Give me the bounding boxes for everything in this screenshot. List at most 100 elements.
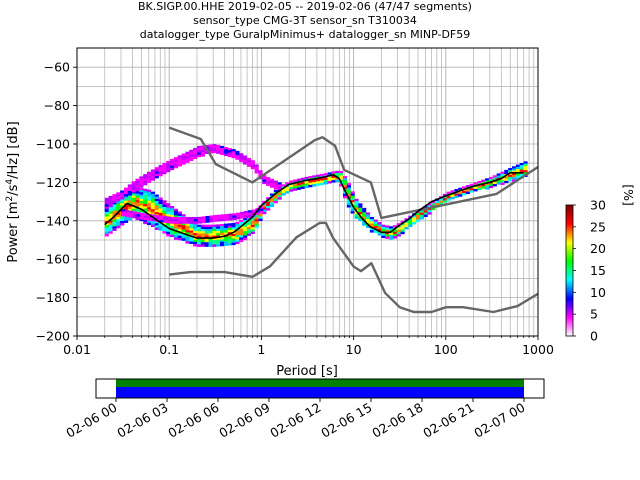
histogram-cell bbox=[170, 158, 175, 162]
histogram-cell bbox=[465, 191, 471, 195]
histogram-cell bbox=[131, 185, 136, 188]
histogram-cell bbox=[438, 202, 444, 206]
histogram-cell bbox=[354, 216, 359, 219]
histogram-cell bbox=[112, 226, 117, 229]
histogram-cell bbox=[212, 150, 217, 154]
histogram-cell bbox=[227, 154, 232, 158]
histogram-cell bbox=[185, 158, 190, 161]
histogram-cell bbox=[147, 173, 152, 177]
histogram-cell bbox=[239, 233, 244, 236]
histogram-cell bbox=[346, 194, 351, 197]
histogram-cell bbox=[116, 201, 121, 205]
histogram-cell bbox=[144, 217, 149, 221]
histogram-cell bbox=[300, 186, 305, 189]
histogram-cell bbox=[196, 145, 202, 149]
histogram-cell bbox=[392, 229, 398, 232]
histogram-cell bbox=[162, 228, 167, 232]
histogram-cell bbox=[150, 209, 155, 212]
histogram-cell bbox=[262, 177, 267, 180]
histogram-cell bbox=[438, 198, 444, 201]
histogram-cell bbox=[243, 159, 248, 163]
histogram-cell bbox=[104, 227, 109, 230]
histogram-cell bbox=[319, 182, 325, 186]
histogram-cell bbox=[400, 222, 405, 226]
histogram-cell bbox=[266, 176, 271, 180]
histogram-cell bbox=[269, 185, 275, 188]
histogram-cell bbox=[350, 202, 355, 205]
histogram-cell bbox=[262, 207, 267, 210]
histogram-cell bbox=[277, 192, 282, 196]
histogram-cell bbox=[159, 215, 164, 219]
histogram-cell bbox=[116, 225, 121, 229]
histogram-cell bbox=[120, 205, 125, 208]
histogram-cell bbox=[147, 196, 152, 199]
histogram-cell bbox=[396, 231, 401, 235]
histogram-cell bbox=[381, 233, 386, 236]
histogram-cell bbox=[174, 221, 179, 224]
histogram-cell bbox=[189, 230, 194, 233]
histogram-cell bbox=[266, 203, 271, 207]
histogram-cell bbox=[235, 237, 240, 240]
histogram-cell bbox=[217, 219, 222, 222]
histogram-cell bbox=[131, 208, 136, 212]
histogram-cell bbox=[377, 228, 382, 232]
histogram-cell bbox=[427, 203, 432, 206]
histogram-cell bbox=[243, 213, 249, 216]
histogram-cell bbox=[147, 202, 152, 206]
histogram-cell bbox=[423, 205, 428, 209]
histogram-cell bbox=[204, 151, 209, 155]
histogram-cell bbox=[173, 232, 179, 236]
histogram-cell bbox=[231, 236, 236, 239]
histogram-cell bbox=[163, 216, 168, 219]
histogram-cell bbox=[246, 160, 252, 163]
histogram-cell bbox=[235, 226, 240, 229]
histogram-cell bbox=[154, 205, 159, 208]
histogram-cell bbox=[131, 202, 136, 205]
histogram-cell bbox=[285, 191, 290, 194]
histogram-cell bbox=[162, 226, 167, 230]
histogram-cell bbox=[154, 169, 159, 172]
histogram-cell bbox=[216, 226, 221, 229]
histogram-cell bbox=[369, 221, 374, 224]
histogram-cell bbox=[442, 198, 447, 201]
histogram-cell bbox=[201, 218, 206, 222]
histogram-cell bbox=[128, 215, 133, 218]
histogram-cell bbox=[213, 219, 218, 222]
histogram-cell bbox=[166, 203, 171, 206]
histogram-cell bbox=[143, 182, 148, 186]
histogram-cell bbox=[519, 169, 524, 173]
histogram-cell bbox=[189, 237, 194, 240]
histogram-cell bbox=[143, 190, 148, 194]
histogram-cell bbox=[112, 219, 117, 223]
histogram-cell bbox=[511, 177, 517, 180]
histogram-cell bbox=[258, 216, 263, 219]
histogram-cell bbox=[519, 174, 524, 177]
histogram-cell bbox=[458, 187, 463, 191]
histogram-cell bbox=[212, 242, 217, 245]
histogram-cell bbox=[181, 236, 186, 239]
histogram-cell bbox=[362, 221, 367, 224]
histogram-cell bbox=[162, 213, 167, 216]
histogram-cell bbox=[173, 215, 179, 218]
histogram-cell bbox=[235, 150, 240, 154]
histogram-cell bbox=[147, 176, 152, 179]
histogram-cell bbox=[166, 167, 171, 170]
histogram-cell bbox=[239, 159, 244, 163]
histogram-cell bbox=[151, 214, 156, 217]
histogram-cell bbox=[136, 212, 141, 215]
histogram-cell bbox=[177, 155, 182, 158]
histogram-cell bbox=[116, 223, 121, 227]
histogram-cell bbox=[177, 233, 182, 236]
time-tick-label: 02-07 00 bbox=[471, 400, 527, 441]
x-tick-label: 1 bbox=[257, 342, 265, 357]
histogram-cell bbox=[262, 211, 267, 215]
y-tick-label: −120 bbox=[36, 175, 70, 190]
histogram-cell bbox=[415, 219, 421, 222]
histogram-cell bbox=[231, 233, 236, 237]
histogram-cell bbox=[243, 220, 248, 223]
histogram-cell bbox=[316, 181, 321, 184]
colorbar-label: [%] bbox=[621, 184, 636, 206]
histogram-cell bbox=[236, 212, 241, 215]
histogram-cell bbox=[273, 198, 278, 202]
histogram-cell bbox=[158, 204, 163, 207]
